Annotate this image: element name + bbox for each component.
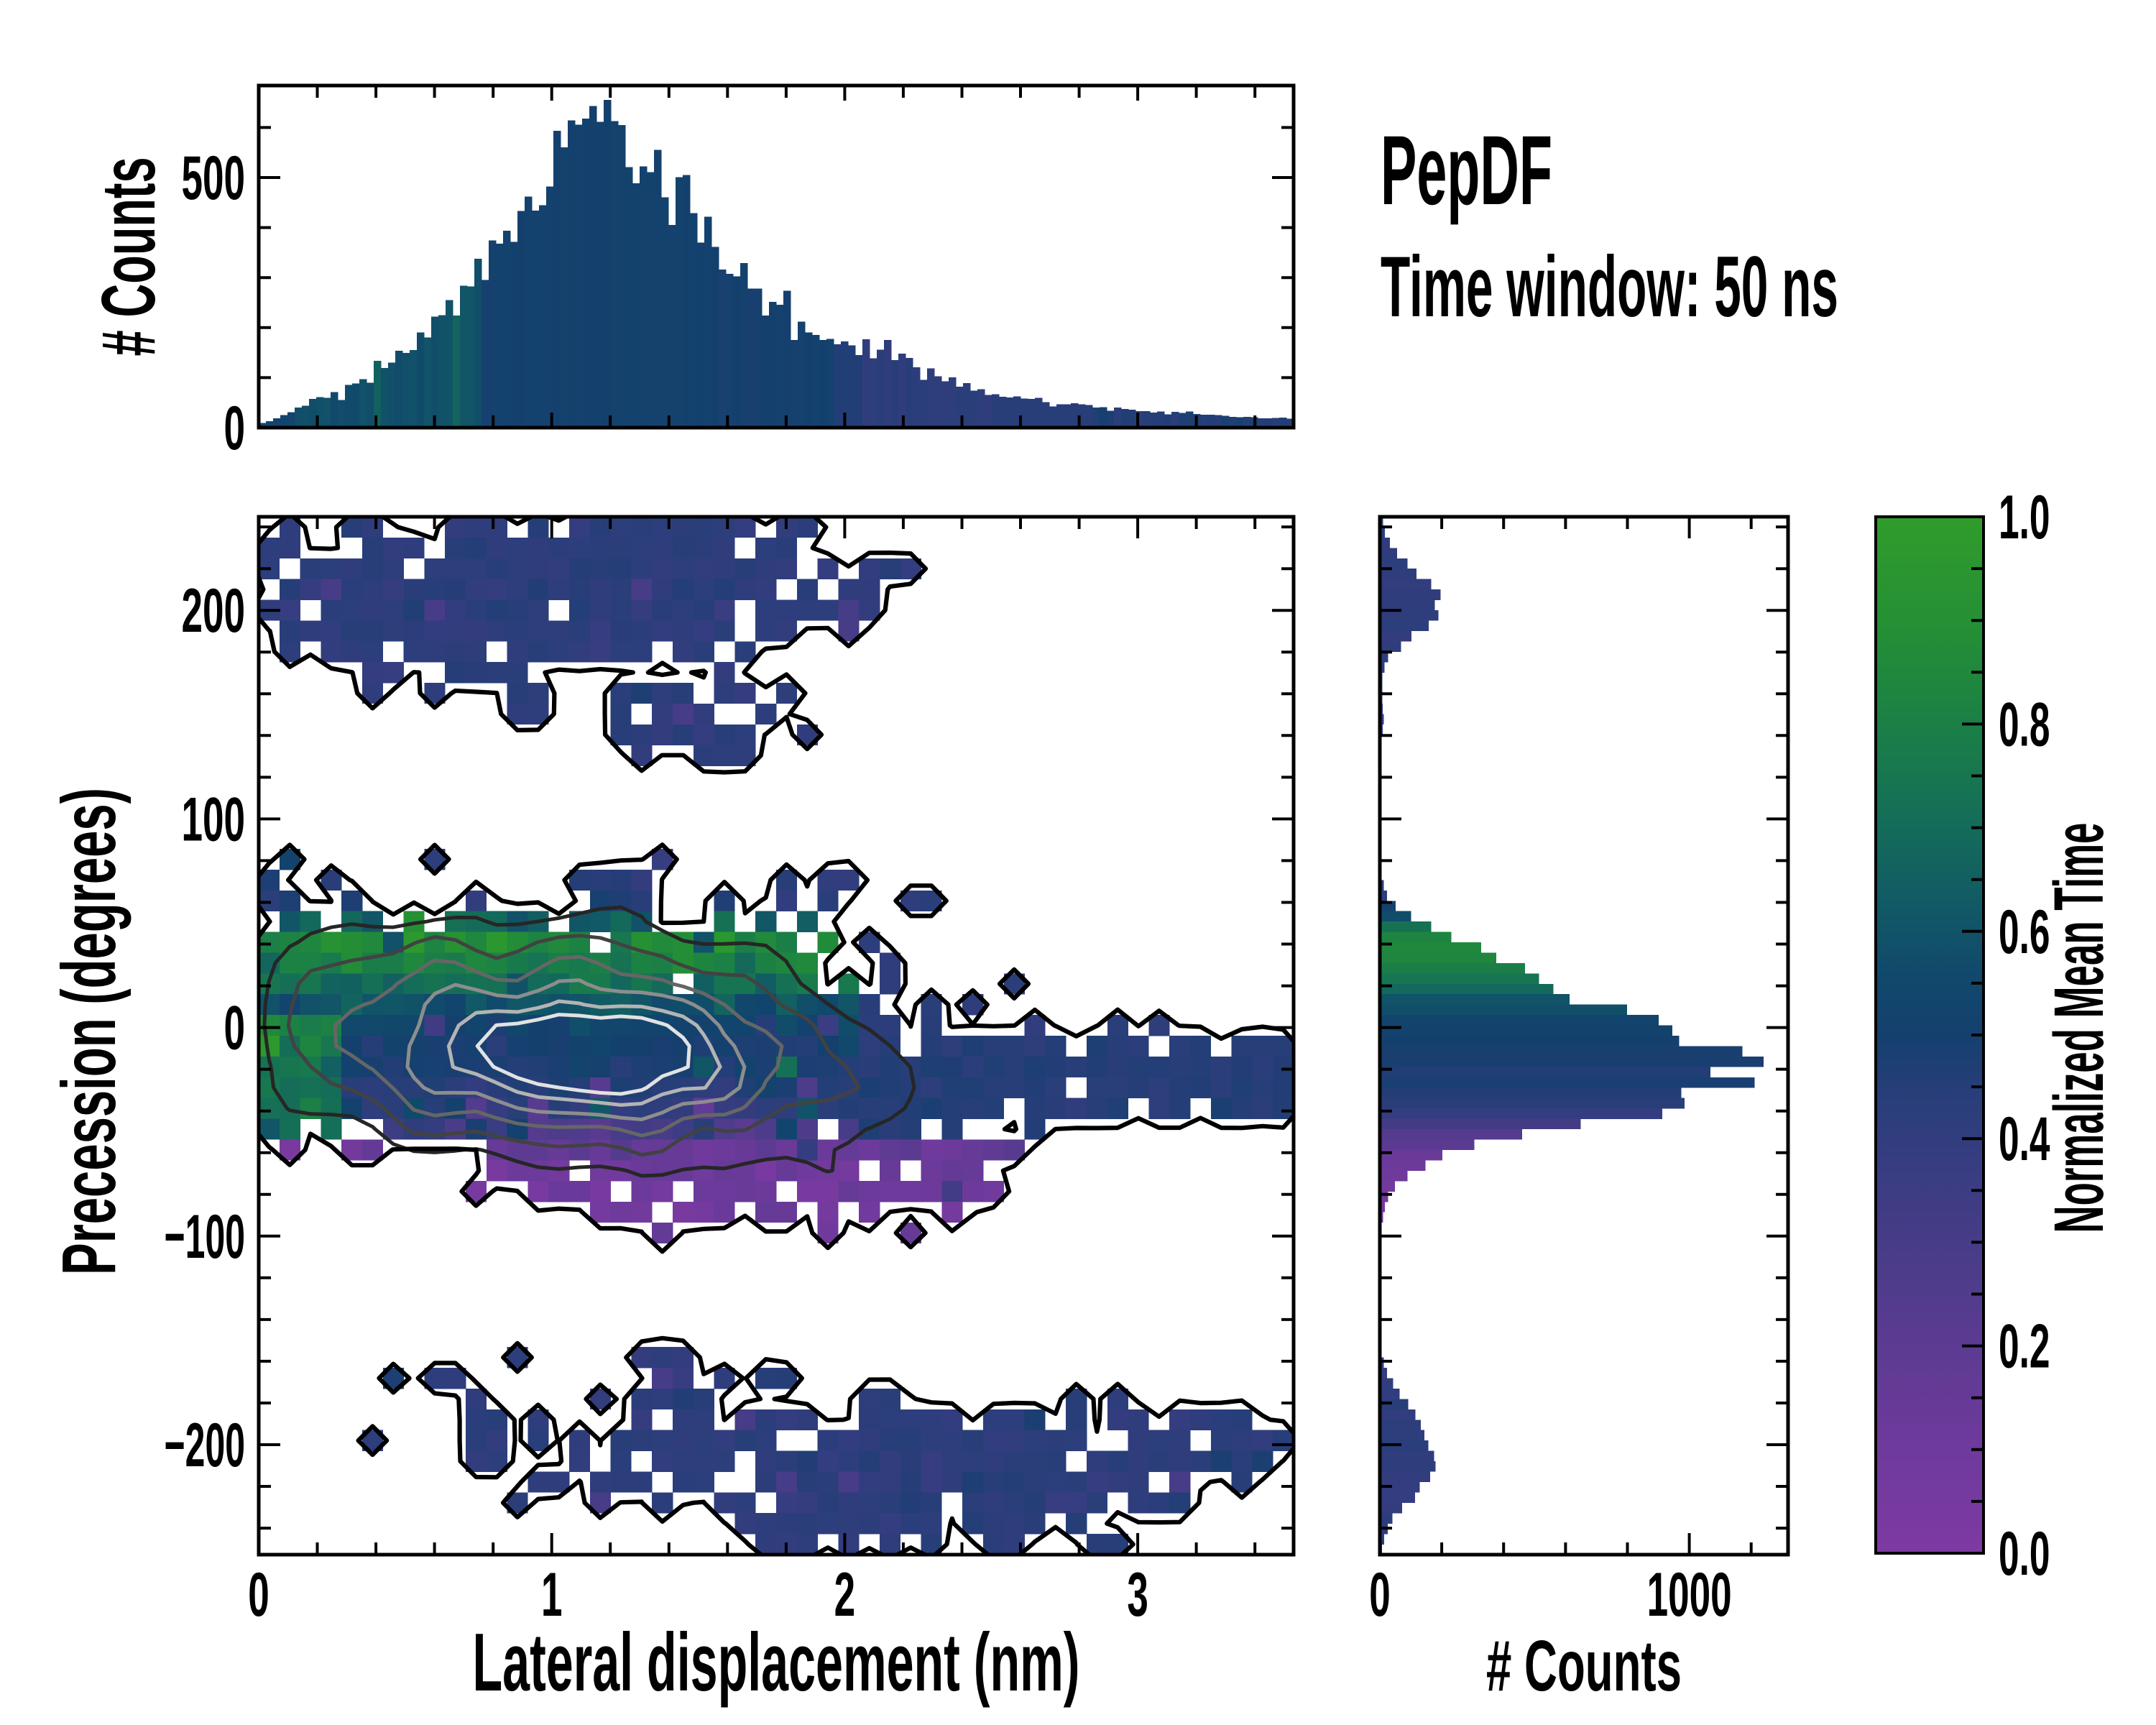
svg-text:0: 0 xyxy=(224,994,246,1063)
svg-text:0.8: 0.8 xyxy=(1999,690,2050,759)
svg-text:100: 100 xyxy=(182,785,246,854)
svg-text:2: 2 xyxy=(834,1560,856,1629)
svg-text:500: 500 xyxy=(182,144,246,213)
svg-text:200: 200 xyxy=(182,576,246,645)
svg-text:3: 3 xyxy=(1127,1560,1148,1629)
svg-text:# Counts: # Counts xyxy=(1486,1626,1682,1706)
svg-text:−200: −200 xyxy=(165,1411,246,1480)
svg-text:# Counts: # Counts xyxy=(86,157,171,356)
svg-text:0.0: 0.0 xyxy=(1999,1519,2050,1588)
svg-text:0: 0 xyxy=(248,1560,270,1629)
svg-text:0.4: 0.4 xyxy=(1999,1105,2050,1174)
svg-text:0.2: 0.2 xyxy=(1999,1312,2050,1381)
svg-text:0.6: 0.6 xyxy=(1999,898,2050,967)
svg-text:1.0: 1.0 xyxy=(1999,483,2050,552)
svg-text:PepDF: PepDF xyxy=(1381,116,1552,226)
svg-text:Lateral displacement (nm): Lateral displacement (nm) xyxy=(473,1617,1080,1708)
svg-text:1: 1 xyxy=(541,1560,563,1629)
svg-text:Precession (degrees): Precession (degrees) xyxy=(47,788,132,1275)
svg-text:0: 0 xyxy=(1369,1560,1391,1629)
svg-text:−100: −100 xyxy=(165,1202,246,1271)
svg-text:1000: 1000 xyxy=(1647,1560,1732,1629)
svg-text:0: 0 xyxy=(224,394,246,463)
svg-text:Normalized Mean Time: Normalized Mean Time xyxy=(2040,823,2118,1233)
svg-text:Time window: 50 ns: Time window: 50 ns xyxy=(1381,239,1838,335)
